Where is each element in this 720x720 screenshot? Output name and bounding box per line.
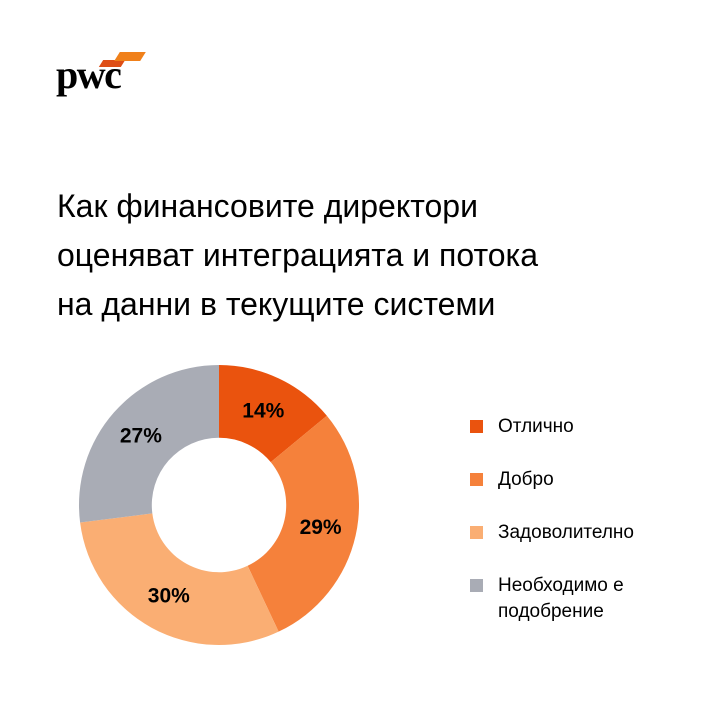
legend-swatch-good bbox=[470, 473, 483, 486]
legend-swatch-satisfactory bbox=[470, 526, 483, 539]
donut-segment-label: 14% bbox=[242, 399, 284, 422]
legend-item: Отлично bbox=[470, 414, 666, 440]
legend-label: Добро bbox=[498, 469, 554, 490]
legend-item: Необходимо е подобрение bbox=[470, 573, 666, 625]
page-title-line: на данни в текущите системи bbox=[57, 286, 496, 322]
donut-chart: 14% 29% 30% 27% bbox=[78, 365, 360, 646]
page-title: Как финансовите директори оценяват интег… bbox=[57, 182, 677, 329]
legend-label: Отлично bbox=[498, 416, 574, 437]
page-title-line: оценяват интеграцията и потока bbox=[57, 237, 539, 273]
page-title-line: Как финансовите директори bbox=[57, 188, 478, 224]
donut-segment-label: 27% bbox=[120, 425, 162, 448]
legend-swatch-needs-improvement bbox=[470, 579, 483, 592]
legend-item: Задоволително bbox=[470, 520, 666, 546]
legend-label: Задоволително bbox=[498, 522, 634, 543]
chart-legend: Отлично Добро Задоволително Необходимо е… bbox=[470, 414, 666, 625]
pwc-logo-text: pwc bbox=[56, 52, 122, 97]
donut-segment bbox=[78, 365, 219, 523]
donut-chart-container: 14% 29% 30% 27% bbox=[78, 364, 360, 646]
legend-label: Необходимо е подобрение bbox=[498, 575, 624, 622]
legend-swatch-excellent bbox=[470, 420, 483, 433]
pwc-logo: pwc bbox=[56, 44, 156, 99]
donut-segment bbox=[247, 415, 360, 632]
donut-segment-label: 30% bbox=[148, 585, 190, 608]
donut-segment bbox=[219, 365, 327, 463]
donut-segment-label: 29% bbox=[300, 516, 342, 539]
legend-item: Добро bbox=[470, 467, 666, 493]
donut-segment bbox=[80, 513, 279, 646]
